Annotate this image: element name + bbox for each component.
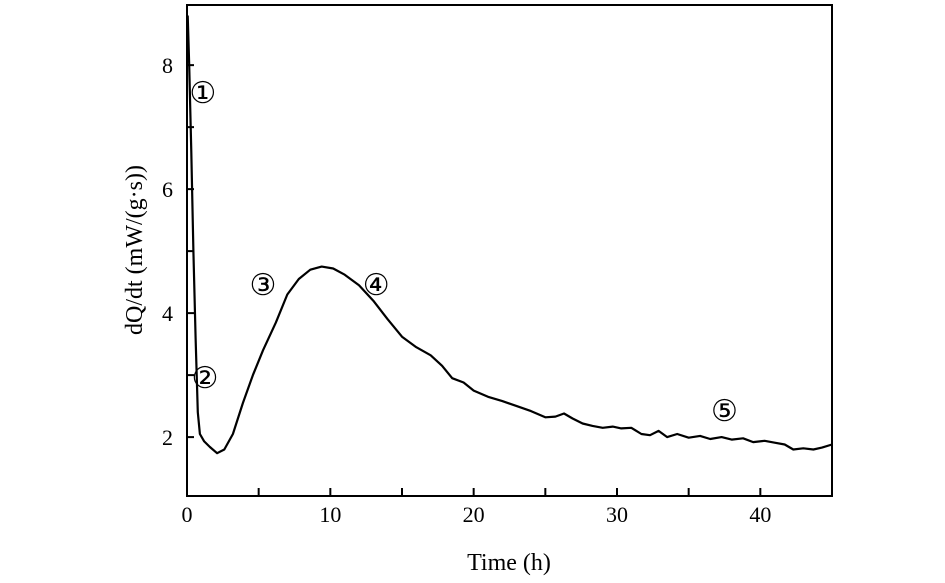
y-tick-label: 4 — [162, 301, 173, 326]
x-tick-label: 0 — [182, 502, 193, 527]
annotation-label: ④ — [363, 269, 390, 302]
annotation-label: ③ — [250, 269, 277, 302]
y-tick-label: 6 — [162, 177, 173, 202]
y-tick-label: 8 — [162, 53, 173, 78]
heat-flow-line — [186, 15, 833, 455]
annotation-label: ① — [189, 77, 216, 110]
y-axis-title: dQ/dt (mW/(g·s)) — [122, 165, 148, 335]
x-axis-title: Time (h) — [467, 550, 551, 576]
annotation-label: ② — [191, 362, 218, 395]
y-tick-label: 2 — [162, 425, 173, 450]
x-tick-label: 40 — [749, 502, 771, 527]
annotation-label: ⑤ — [711, 395, 738, 428]
x-tick-label: 30 — [606, 502, 628, 527]
x-tick-label: 20 — [463, 502, 485, 527]
x-tick-label: 10 — [319, 502, 341, 527]
